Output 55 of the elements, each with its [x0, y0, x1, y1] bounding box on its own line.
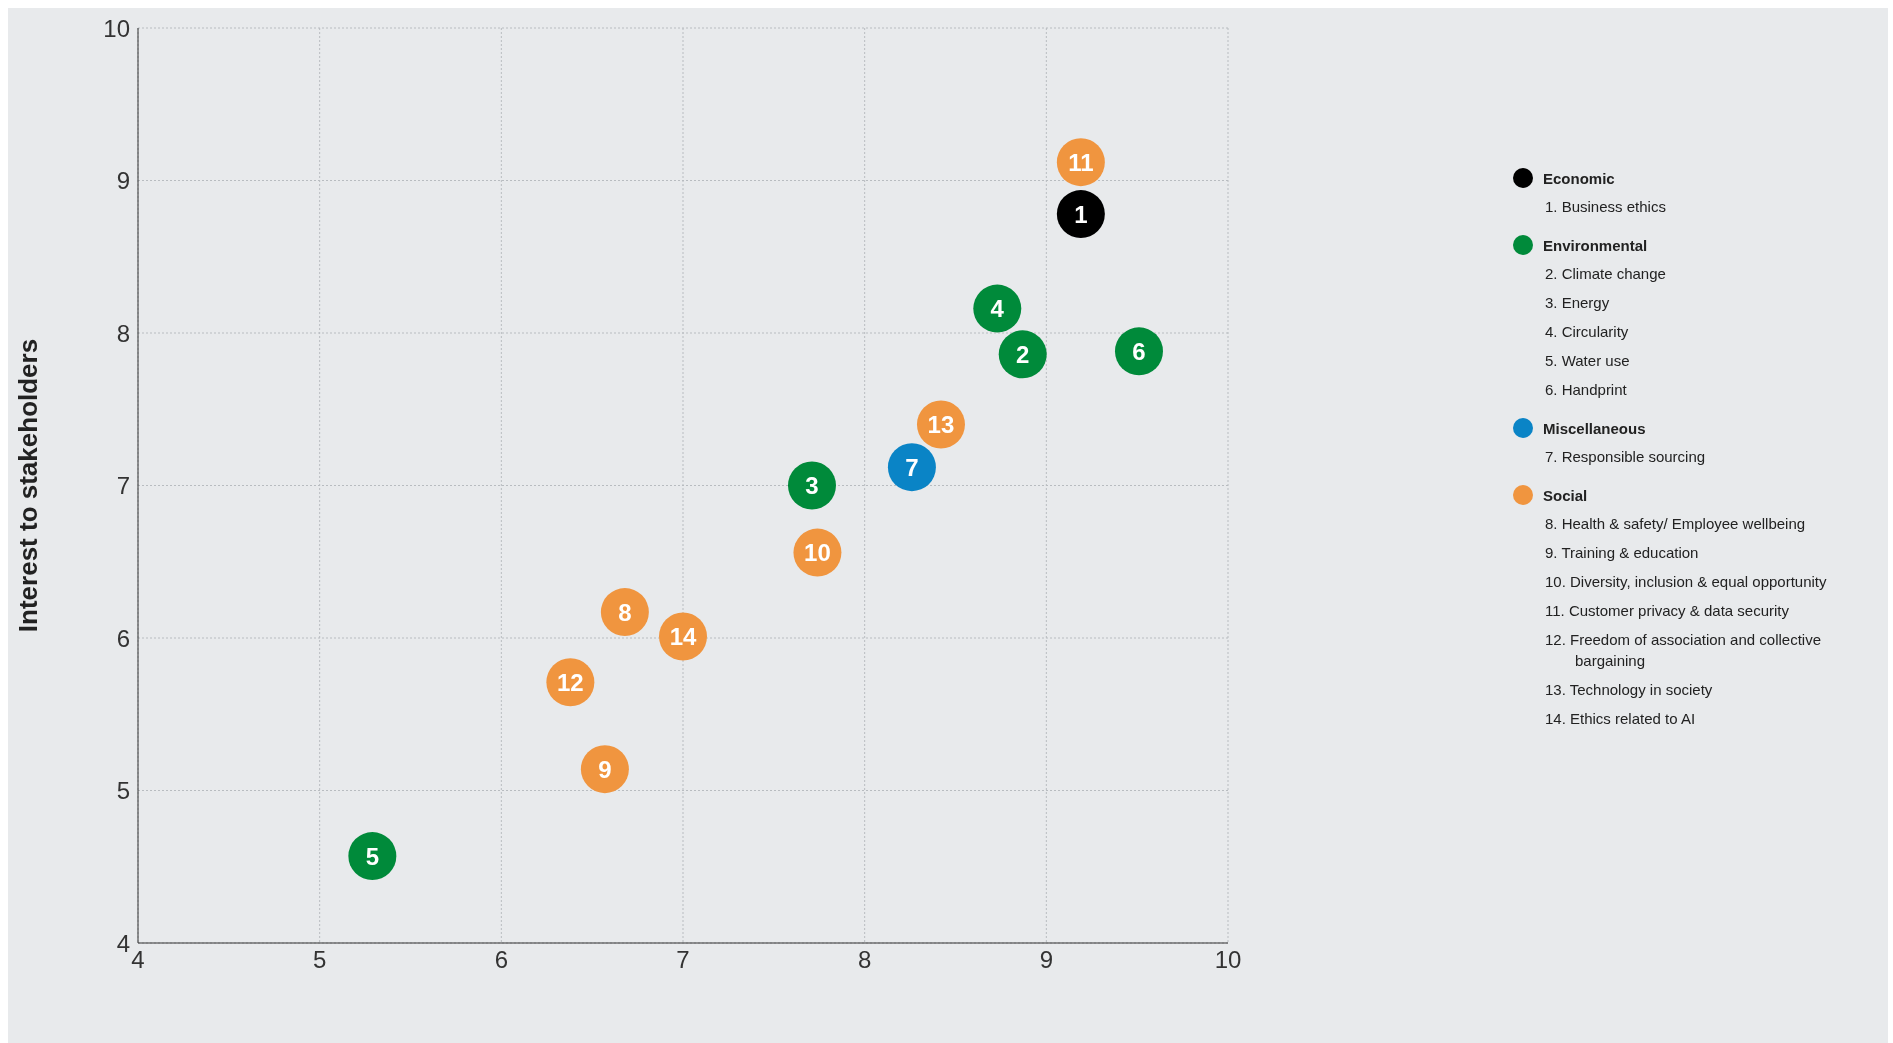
text: 1. Business ethics — [1544, 197, 1667, 217]
text: 14. Ethics related to AI — [1544, 709, 1697, 729]
y-tick-label: 8 — [116, 319, 130, 347]
text: 6. Handprint — [1544, 380, 1628, 400]
point — [580, 745, 629, 794]
annotation: 10 — [804, 539, 831, 567]
annotation: 11 — [1068, 148, 1094, 176]
annotation: 8 — [618, 598, 632, 626]
point — [973, 284, 1022, 333]
annotation: 12 — [557, 668, 584, 696]
point — [787, 461, 836, 510]
text: 5. Water use — [1544, 351, 1631, 371]
annotation: 1 — [1074, 200, 1088, 228]
y-tick-label: 5 — [116, 777, 130, 805]
point — [998, 330, 1047, 379]
x-tick-label: 7 — [676, 946, 690, 974]
text: 12. Freedom of association and collective bargaining — [1544, 630, 1822, 671]
legend-label: Miscellaneous — [1543, 419, 1646, 437]
text: 8. Health & safety/ Employee wellbeing — [1544, 514, 1807, 534]
x-tick-label: 8 — [857, 946, 872, 974]
annotation: 4 — [990, 295, 1005, 323]
annotation: 6 — [1132, 337, 1146, 365]
point — [1114, 327, 1163, 376]
y-tick-label: 7 — [116, 472, 130, 500]
text: 3. Energy — [1544, 293, 1611, 313]
annotation: 3 — [805, 472, 819, 500]
annotation: 9 — [598, 755, 612, 783]
annotation: 14 — [669, 623, 697, 651]
annotation: 7 — [905, 453, 919, 481]
point — [348, 832, 397, 881]
x-tick-label: 10 — [1214, 946, 1242, 974]
legend-label: Economic — [1543, 169, 1615, 187]
text: 7. Responsible sourcing — [1544, 447, 1707, 467]
y-axis-title: Interest to stakeholders — [13, 338, 44, 633]
annotation: 2 — [1016, 340, 1030, 368]
y-tick-label: 9 — [116, 167, 130, 195]
point — [1056, 190, 1105, 239]
text: 9. Training & education — [1544, 543, 1700, 563]
text: 13. Technology in society — [1544, 680, 1714, 700]
annotation: 5 — [365, 842, 380, 870]
text: 11. Customer privacy & data security — [1544, 601, 1790, 621]
y-tick-label: 6 — [116, 624, 130, 652]
x-tick-label: 6 — [494, 946, 509, 974]
y-tick-label: 4 — [116, 929, 130, 957]
point — [887, 443, 936, 492]
y-tick-label: 10 — [103, 14, 130, 42]
legend-label: Environmental — [1543, 236, 1648, 254]
text: 10. Diversity, inclusion & equal opportunity — [1544, 572, 1828, 592]
annotation: 13 — [927, 411, 955, 439]
x-tick-label: 9 — [1039, 946, 1054, 974]
x-tick-label: 5 — [312, 946, 327, 974]
text: 4. Circularity — [1544, 322, 1630, 342]
text: 2. Climate change — [1544, 264, 1667, 284]
point — [600, 588, 649, 637]
legend-label: Social — [1543, 486, 1588, 504]
